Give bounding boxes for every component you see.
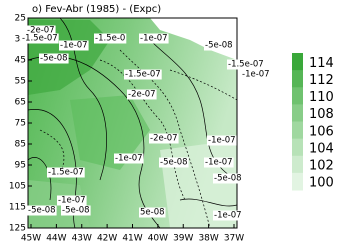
contour-label: -1.5e-0 [95,34,125,44]
y-tick-label: 55 [15,77,26,87]
contour-label-bg [139,33,169,44]
contour-label: -5e-08 [214,174,242,184]
colorbar-label: 112 [309,73,334,88]
contour-label-bg [114,153,144,164]
y-tick-label: 125 [9,224,26,234]
x-tick-label: 39W [173,234,193,244]
colorbar-label: 108 [309,107,334,122]
contour-label: -2e-07 [128,90,156,100]
contour-label-bg [159,157,189,168]
colorbar-label: 104 [309,141,334,156]
x-tick-label: 37W [224,234,244,244]
contour-label: -1e-07 [58,196,86,206]
y-tick-label: 75 [15,119,26,129]
contour-label: -1e-07 [208,136,236,146]
colorbar-label: 100 [309,176,334,191]
y-tick-label: 25 [15,14,26,24]
contour-label-bg [61,205,91,216]
contour-label: -5e-08 [28,206,56,216]
contour-label: -5e-08 [62,206,90,216]
contour-label-bg [21,33,59,44]
contour-label: -1e-07 [115,154,143,164]
colorbar-label: 114 [309,56,334,71]
x-tick-label: 40W [148,234,168,244]
contour-label-bg [149,133,179,144]
contour-label-bg [47,167,85,178]
contour-label: -5e-08 [40,54,68,64]
contour-label: -1.5e-07 [22,34,58,44]
colorbar-swatch [292,138,303,157]
y-tick-label: 95 [15,161,26,171]
colorbar-swatch [292,172,303,191]
contour-label-bg [57,195,87,206]
contour-label: 5e-08 [140,208,165,218]
contour-label-bg [39,53,69,64]
contour-label-bg [213,210,243,221]
colorbar-swatch [292,155,303,174]
contour-label-bg [94,33,127,44]
contour-label-bg [227,59,265,70]
contour-label-bg [204,40,234,51]
contour-label: -2e-07 [150,134,178,144]
y-tick-label: 85 [15,140,26,150]
contour-label-bg [27,205,57,216]
contour-label: -1.5e-07 [48,168,84,178]
x-tick-label: 38W [198,234,218,244]
x-tick-label: 41W [122,234,142,244]
colorbar-label: 110 [309,90,334,105]
colorbar-swatch [292,87,303,105]
contour-label-bg [124,69,162,80]
contour-label-bg [204,157,234,168]
x-tick-label: 45W [21,234,41,244]
contour-label: -1e-07 [205,158,233,168]
y-tick-label: 115 [9,203,26,213]
contour-label: -1e-07 [60,41,88,51]
y-tick-label: 45 [15,56,26,66]
y-tick-label: 65 [15,98,26,108]
contour-label-bg [207,135,237,146]
contour-label: -5e-08 [205,41,233,51]
y-tick-label: 35 [15,35,26,45]
map-title: o) Fev-Abr (1985) - (Expc) [32,4,161,15]
contour-label-bg [213,173,243,184]
x-tick-label: 42W [97,234,117,244]
colorbar-swatch [292,53,303,71]
contour-label: -1.5e-07 [125,70,161,80]
contour-label: -1e-07 [140,34,168,44]
contour-label-bg [59,40,89,51]
contour-label: -5e-08 [160,158,188,168]
x-tick-label: 44W [46,234,66,244]
contour-label-bg [241,69,271,80]
y-tick-label: 105 [9,182,26,192]
colorbar-label: 106 [309,124,334,139]
contour-label: -1.5e-07 [228,60,264,70]
colorbar-swatch [292,121,303,140]
contour-label-bg [127,89,157,100]
x-tick-label: 43W [72,234,92,244]
colorbar-label: 102 [309,159,334,174]
colorbar-swatch [292,104,303,122]
contour-label-bg [26,25,56,36]
contour-label: -1e-07 [214,211,242,221]
colorbar-swatch [292,70,303,88]
contour-label-bg [139,207,166,218]
contour-label: -2e-07 [27,26,55,36]
contour-label: -1e-07 [242,70,270,80]
